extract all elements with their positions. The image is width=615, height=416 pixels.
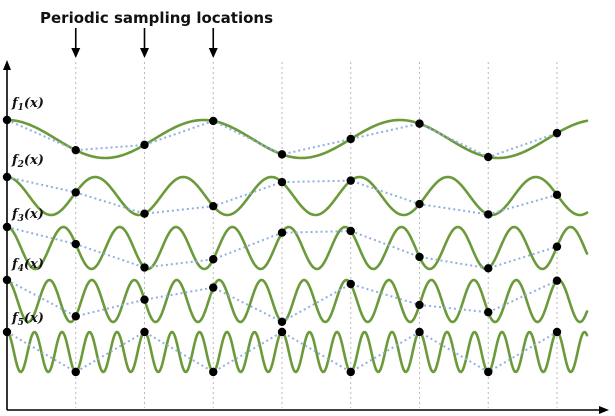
sampling-location-arrowhead	[71, 48, 81, 58]
sample-point-f4	[484, 308, 493, 317]
sample-point-f2	[209, 201, 218, 211]
function-curves	[5, 118, 589, 374]
x-axis-arrowhead	[599, 406, 609, 414]
sample-point-f1	[209, 116, 218, 126]
diagram-title: Periodic sampling locations	[40, 9, 273, 27]
sample-point-f5	[552, 327, 562, 337]
sample-point-f1	[484, 152, 493, 162]
sample-point-f3	[140, 263, 149, 272]
sample-points	[2, 115, 562, 377]
sample-point-f1	[552, 128, 562, 138]
sample-point-f5	[277, 327, 287, 337]
sample-point-f2	[552, 190, 562, 200]
sample-point-f3	[71, 239, 80, 249]
function-labels: f1(x) f2(x) f3(x) f4(x) f5(x)	[11, 96, 44, 328]
sampling-location-arrowhead	[208, 48, 218, 58]
sample-point-f3	[209, 255, 218, 264]
sample-point-f5	[2, 327, 12, 337]
label-f5: f5(x)	[11, 311, 44, 328]
sample-point-f5	[71, 367, 80, 377]
sample-point-f1	[415, 119, 424, 128]
label-f1: f1(x)	[11, 96, 44, 113]
function-curve-f1	[5, 118, 589, 160]
sampling-arrows	[71, 28, 218, 58]
sample-point-f2	[277, 177, 287, 187]
sample-point-f2	[2, 172, 12, 182]
sample-point-f1	[2, 115, 12, 125]
sample-point-f4	[2, 275, 12, 285]
sample-point-f2	[346, 176, 355, 185]
sample-point-f1	[71, 145, 80, 155]
sample-point-f5	[209, 367, 218, 377]
label-f4: f4(x)	[11, 257, 44, 274]
sample-point-f5	[484, 367, 493, 377]
sample-point-f3	[346, 226, 355, 236]
sample-point-f5	[415, 327, 424, 337]
sample-point-f1	[346, 134, 355, 144]
sample-point-f1	[140, 140, 149, 150]
sample-line-f5	[6, 330, 558, 374]
sample-point-f4	[552, 276, 562, 285]
label-f3: f3(x)	[11, 207, 44, 224]
sample-line-f1	[6, 119, 558, 159]
sample-point-f3	[415, 252, 424, 262]
function-curve-f4	[5, 278, 589, 324]
sample-point-f4	[277, 317, 287, 327]
sample-point-f4	[346, 279, 355, 289]
sample-point-f1	[277, 150, 287, 159]
sample-point-f5	[346, 367, 355, 377]
sample-point-f2	[415, 199, 424, 209]
sampling-location-arrowhead	[140, 48, 149, 58]
function-curve-f5	[5, 330, 589, 374]
label-f2: f2(x)	[11, 153, 44, 170]
sample-line-f4	[6, 279, 558, 323]
sample-point-f3	[277, 228, 287, 237]
sample-point-f3	[484, 264, 493, 273]
sample-point-f3	[2, 222, 12, 232]
sample-point-f3	[552, 242, 562, 251]
sample-point-f2	[484, 210, 493, 219]
sample-point-f2	[140, 209, 149, 218]
sample-point-f4	[71, 312, 80, 321]
sample-point-f4	[209, 283, 218, 292]
sample-point-f2	[71, 188, 80, 197]
y-axis-arrowhead	[3, 60, 11, 70]
function-curve-f2	[5, 175, 589, 217]
sample-point-f4	[140, 295, 149, 304]
sample-point-f5	[140, 327, 149, 337]
sample-point-f4	[415, 300, 424, 310]
